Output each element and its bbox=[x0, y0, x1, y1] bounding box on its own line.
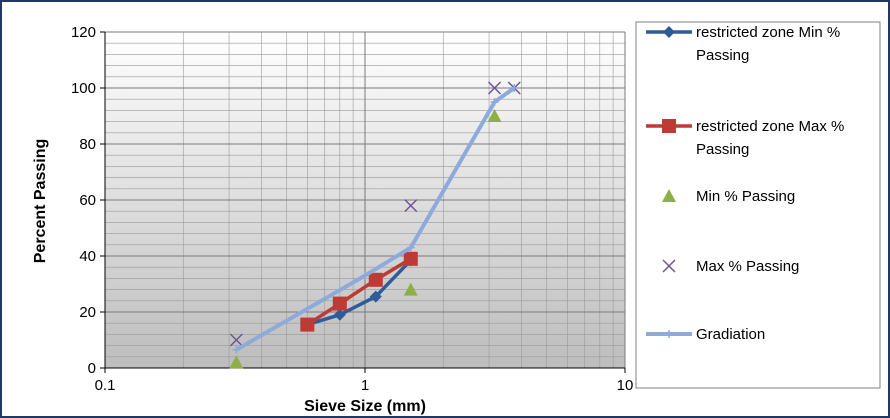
data-point bbox=[300, 317, 315, 332]
legend-item-0: restricted zone Min % Passing bbox=[646, 24, 840, 64]
data-point bbox=[229, 355, 244, 369]
series-line bbox=[306, 257, 412, 327]
legend-item-1: restricted zone Max % Passing bbox=[646, 118, 844, 158]
legend-marker bbox=[662, 119, 676, 133]
y-tick-label: 20 bbox=[79, 304, 96, 321]
legend-marker bbox=[663, 26, 675, 38]
legend: restricted zone Min % Passing restricted z… bbox=[635, 21, 881, 389]
data-point bbox=[403, 282, 418, 296]
legend-label: Gradiation bbox=[696, 326, 765, 343]
legend-marker bbox=[662, 259, 676, 273]
x-tick-label: 10 bbox=[617, 377, 634, 394]
data-point bbox=[369, 290, 382, 303]
y-tick-label: 40 bbox=[79, 248, 96, 265]
legend-item-2: Min % Passing bbox=[662, 188, 795, 205]
data-point bbox=[333, 308, 346, 321]
data-point bbox=[404, 199, 418, 213]
data-point bbox=[361, 271, 369, 280]
series-1 bbox=[300, 251, 418, 332]
data-point bbox=[488, 81, 502, 95]
legend-item-4: Gradiation bbox=[646, 326, 765, 343]
y-tick-label: 60 bbox=[79, 192, 96, 209]
data-point bbox=[332, 296, 347, 311]
legend-marker bbox=[662, 189, 676, 202]
data-point bbox=[490, 98, 499, 106]
data-point bbox=[368, 272, 383, 287]
legend-label: restricted zone Max % Passing bbox=[696, 118, 844, 158]
legend-label: Max % Passing bbox=[696, 258, 799, 275]
y-tick-label: 80 bbox=[79, 136, 96, 153]
data-point bbox=[510, 84, 519, 92]
y-tick-label: 0 bbox=[88, 360, 96, 377]
data-point bbox=[406, 243, 415, 252]
data-point bbox=[487, 109, 502, 122]
legend-item-3: Max % Passing bbox=[662, 258, 799, 275]
x-tick-label: 0.1 bbox=[95, 377, 116, 394]
series-2 bbox=[229, 109, 502, 369]
y-tick-label: 100 bbox=[71, 80, 96, 97]
x-axis-title: Sieve Size (mm) bbox=[304, 398, 426, 415]
x-tick-label: 1 bbox=[361, 377, 369, 394]
data-point bbox=[403, 251, 418, 266]
y-axis-title: Percent Passing bbox=[32, 139, 49, 264]
legend-label: Min % Passing bbox=[696, 188, 795, 205]
y-tick-label: 120 bbox=[71, 24, 96, 41]
data-point bbox=[232, 345, 241, 354]
series-line bbox=[306, 258, 413, 327]
data-point bbox=[229, 333, 243, 347]
legend-marker bbox=[665, 330, 673, 338]
series-4 bbox=[232, 84, 519, 354]
legend-box bbox=[635, 21, 881, 389]
legend-label: restricted zone Min % Passing bbox=[696, 24, 840, 64]
